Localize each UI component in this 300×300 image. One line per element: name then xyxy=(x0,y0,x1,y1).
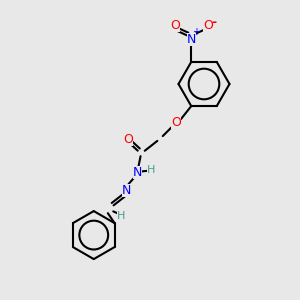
Text: O: O xyxy=(170,20,180,32)
Text: N: N xyxy=(133,166,142,178)
Text: -: - xyxy=(212,16,217,29)
Text: O: O xyxy=(203,20,213,32)
Text: O: O xyxy=(171,116,181,129)
Text: N: N xyxy=(122,184,131,196)
Text: N: N xyxy=(187,33,196,46)
Text: O: O xyxy=(123,133,133,146)
Text: H: H xyxy=(147,165,155,175)
Text: H: H xyxy=(117,211,125,221)
Text: +: + xyxy=(192,27,200,37)
